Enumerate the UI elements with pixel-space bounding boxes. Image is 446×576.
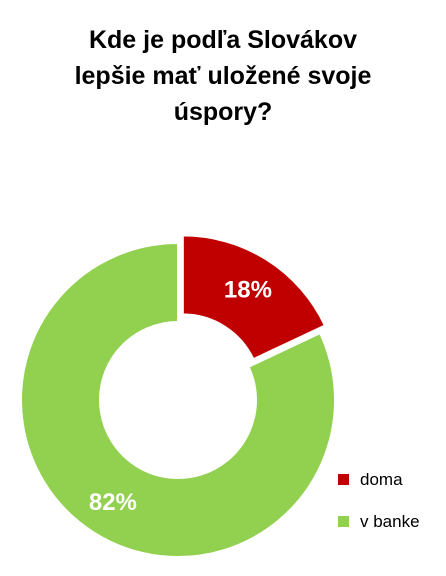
chart-title-line-2: lepšie mať uložené svoje — [74, 62, 372, 90]
legend-swatch-doma — [338, 474, 349, 485]
legend-item-doma: doma — [338, 469, 420, 491]
chart-title: Kde je podľa Slovákov lepšie mať uložené… — [0, 22, 446, 130]
legend-label-v-banke: v banke — [360, 512, 420, 531]
slice-doma — [181, 234, 327, 361]
legend-swatch-v-banke — [338, 516, 349, 527]
data-label-v-banke: 82% — [89, 489, 137, 516]
chart-title-line-3: úspory? — [173, 98, 273, 126]
legend-item-v-banke: v banke — [338, 511, 420, 533]
slice-v-banke — [20, 241, 336, 558]
legend-label-doma: doma — [360, 470, 403, 489]
chart-title-line-1: Kde je podľa Slovákov — [88, 26, 358, 54]
data-label-doma: 18% — [224, 276, 272, 303]
legend: doma v banke — [338, 469, 420, 553]
